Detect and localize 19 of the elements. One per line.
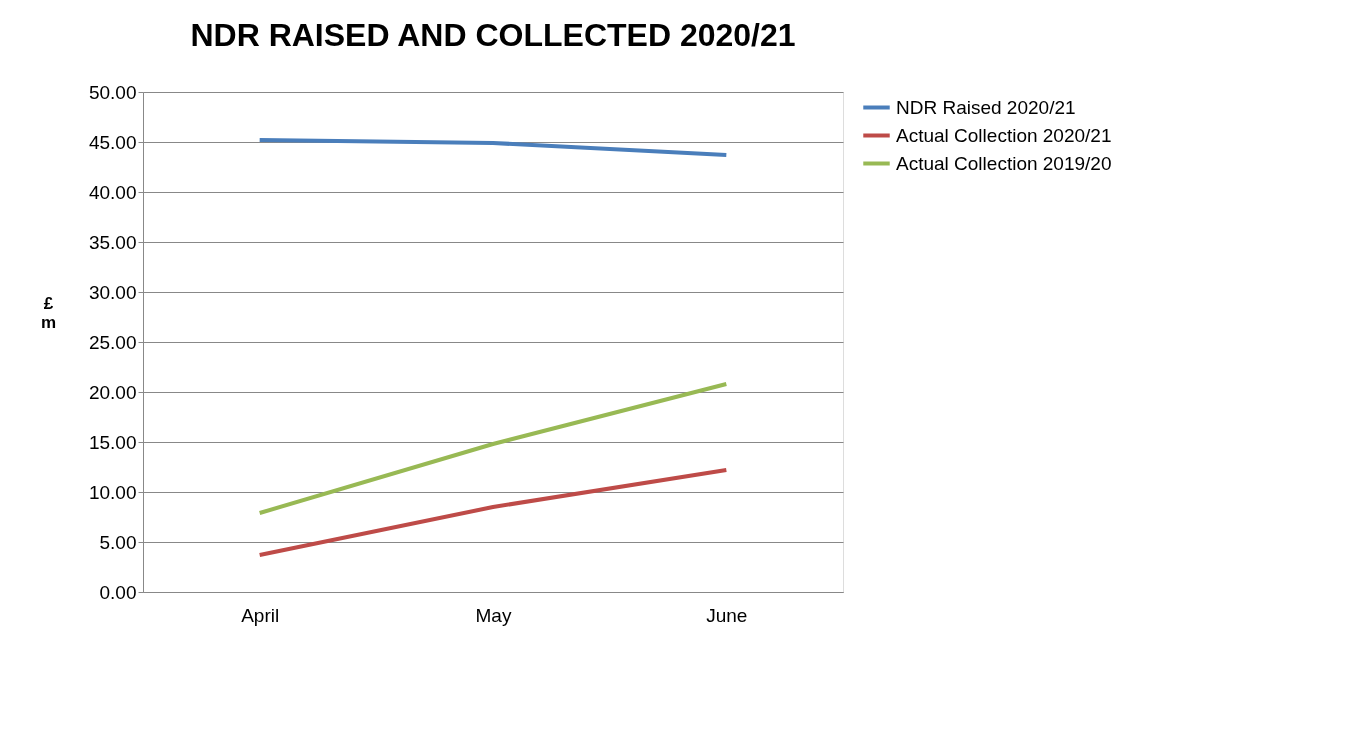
y-tick-label: 20.00 <box>88 381 137 403</box>
chart-title: NDR RAISED AND COLLECTED 2020/21 <box>190 17 796 53</box>
y-axis-title: £ m <box>40 293 57 332</box>
y-tick-label: 40.00 <box>88 181 137 203</box>
y-tick-label: 10.00 <box>88 481 137 503</box>
y-tick-label: 45.00 <box>88 131 137 153</box>
x-tick-label: May <box>475 604 512 626</box>
y-tick-label: 15.00 <box>88 431 137 453</box>
y-tick-label: 25.00 <box>88 331 137 353</box>
legend-label: NDR Raised 2020/21 <box>896 96 1076 118</box>
y-tick-label: 30.00 <box>88 281 137 303</box>
y-tick-label: 50.00 <box>88 81 137 103</box>
y-tick-label: 0.00 <box>99 581 137 603</box>
legend-label: Actual Collection 2020/21 <box>896 124 1112 146</box>
x-tick-label: June <box>706 604 748 626</box>
x-tick-label: April <box>241 604 280 626</box>
y-tick-label: 35.00 <box>88 231 137 253</box>
legend-label: Actual Collection 2019/20 <box>896 152 1112 174</box>
y-tick-label: 5.00 <box>99 531 137 553</box>
